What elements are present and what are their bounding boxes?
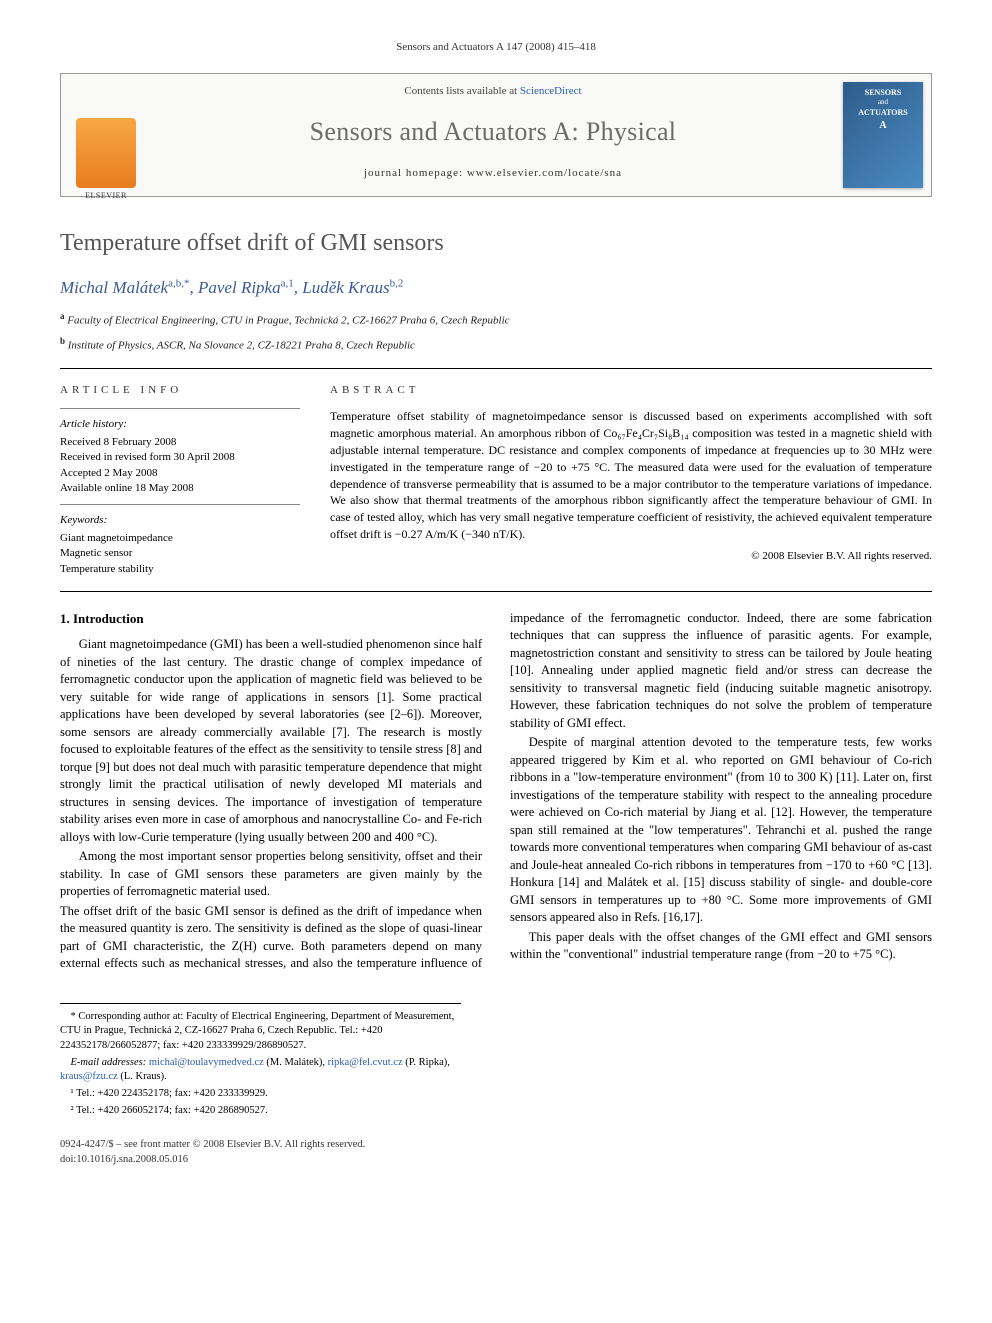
author-3-marks: b,2: [390, 278, 404, 290]
abstract-block: abstract Temperature offset stability of…: [330, 383, 932, 577]
doi-line: doi:10.1016/j.sna.2008.05.016: [60, 1153, 932, 1168]
aff-b-text: Institute of Physics, ASCR, Na Slovance …: [68, 340, 415, 352]
author-3: Luděk Kraus: [302, 278, 389, 297]
body-p4: Despite of marginal attention devoted to…: [510, 734, 932, 927]
email-ripka[interactable]: ripka@fel.cvut.cz: [328, 1057, 403, 1068]
keyword-3: Temperature stability: [60, 562, 300, 577]
email-kraus[interactable]: kraus@fzu.cz: [60, 1071, 118, 1082]
email2-who: (P. Ripka),: [403, 1057, 450, 1068]
article-history-label: Article history:: [60, 417, 300, 432]
history-online: Available online 18 May 2008: [60, 481, 300, 496]
affiliation-b: b Institute of Physics, ASCR, Na Slovanc…: [60, 335, 932, 354]
email-addresses-line: E-mail addresses: michal@toulavymedved.c…: [60, 1056, 461, 1085]
elsevier-tree-icon: [76, 118, 136, 188]
article-info-block: article info Article history: Received 8…: [60, 383, 300, 577]
journal-masthead: Contents lists available at ScienceDirec…: [60, 73, 932, 196]
email-malatek[interactable]: michal@toulavymedved.cz: [149, 1057, 264, 1068]
author-1: Michal Malátek: [60, 278, 168, 297]
front-matter-line: 0924-4247/$ – see front matter © 2008 El…: [60, 1138, 932, 1153]
cover-and: and: [847, 98, 919, 108]
keyword-2: Magnetic sensor: [60, 546, 300, 561]
copyright-doi-block: 0924-4247/$ – see front matter © 2008 El…: [60, 1138, 932, 1167]
abstract-text: Temperature offset stability of magnetoi…: [330, 408, 932, 542]
author-1-marks: a,b,*: [168, 278, 189, 290]
cover-title-line1: SENSORS: [847, 88, 919, 98]
keyword-1: Giant magnetoimpedance: [60, 531, 300, 546]
footnote-2: ² Tel.: +420 266052174; fax: +420 286890…: [60, 1104, 461, 1119]
body-p5: This paper deals with the offset changes…: [510, 929, 932, 964]
footnote-1: ¹ Tel.: +420 224352178; fax: +420 233339…: [60, 1087, 461, 1102]
email1-who: (M. Malátek),: [264, 1057, 328, 1068]
contents-prefix: Contents lists available at: [404, 85, 519, 97]
aff-a-label: a: [60, 311, 65, 321]
corresponding-author-note: * Corresponding author at: Faculty of El…: [60, 1010, 461, 1054]
aff-a-text: Faculty of Electrical Engineering, CTU i…: [67, 315, 509, 327]
rule-bottom: [60, 591, 932, 592]
sciencedirect-link[interactable]: ScienceDirect: [520, 85, 582, 97]
aff-b-label: b: [60, 336, 65, 346]
cover-sub: A: [847, 119, 919, 133]
emails-label: E-mail addresses:: [71, 1057, 149, 1068]
body-p1: Giant magnetoimpedance (GMI) has been a …: [60, 636, 482, 846]
rule-top: [60, 368, 932, 369]
elsevier-logo: [61, 74, 151, 195]
article-title: Temperature offset drift of GMI sensors: [60, 227, 932, 261]
journal-cover-thumbnail: SENSORS and ACTUATORS A: [843, 82, 923, 187]
article-body: 1. Introduction Giant magnetoimpedance (…: [60, 610, 932, 973]
history-revised: Received in revised form 30 April 2008: [60, 450, 300, 465]
journal-name: Sensors and Actuators A: Physical: [161, 114, 825, 150]
cover-title-line2: ACTUATORS: [847, 108, 919, 118]
abstract-heading: abstract: [330, 383, 932, 398]
section-1-heading: 1. Introduction: [60, 610, 482, 628]
contents-available-line: Contents lists available at ScienceDirec…: [161, 84, 825, 99]
footnotes-block: * Corresponding author at: Faculty of El…: [60, 1003, 461, 1119]
author-2-marks: a,1: [281, 278, 294, 290]
author-2: Pavel Ripka: [198, 278, 281, 297]
authors-line: Michal Maláteka,b,*, Pavel Ripkaa,1, Lud…: [60, 276, 932, 300]
body-p2: Among the most important sensor properti…: [60, 848, 482, 901]
journal-homepage-line: journal homepage: www.elsevier.com/locat…: [161, 166, 825, 181]
history-received: Received 8 February 2008: [60, 435, 300, 450]
affiliation-a: a Faculty of Electrical Engineering, CTU…: [60, 310, 932, 329]
keywords-label: Keywords:: [60, 513, 300, 528]
article-info-heading: article info: [60, 383, 300, 398]
email3-who: (L. Kraus).: [118, 1071, 167, 1082]
abstract-copyright: © 2008 Elsevier B.V. All rights reserved…: [330, 549, 932, 564]
history-accepted: Accepted 2 May 2008: [60, 466, 300, 481]
running-header: Sensors and Actuators A 147 (2008) 415–4…: [60, 40, 932, 55]
